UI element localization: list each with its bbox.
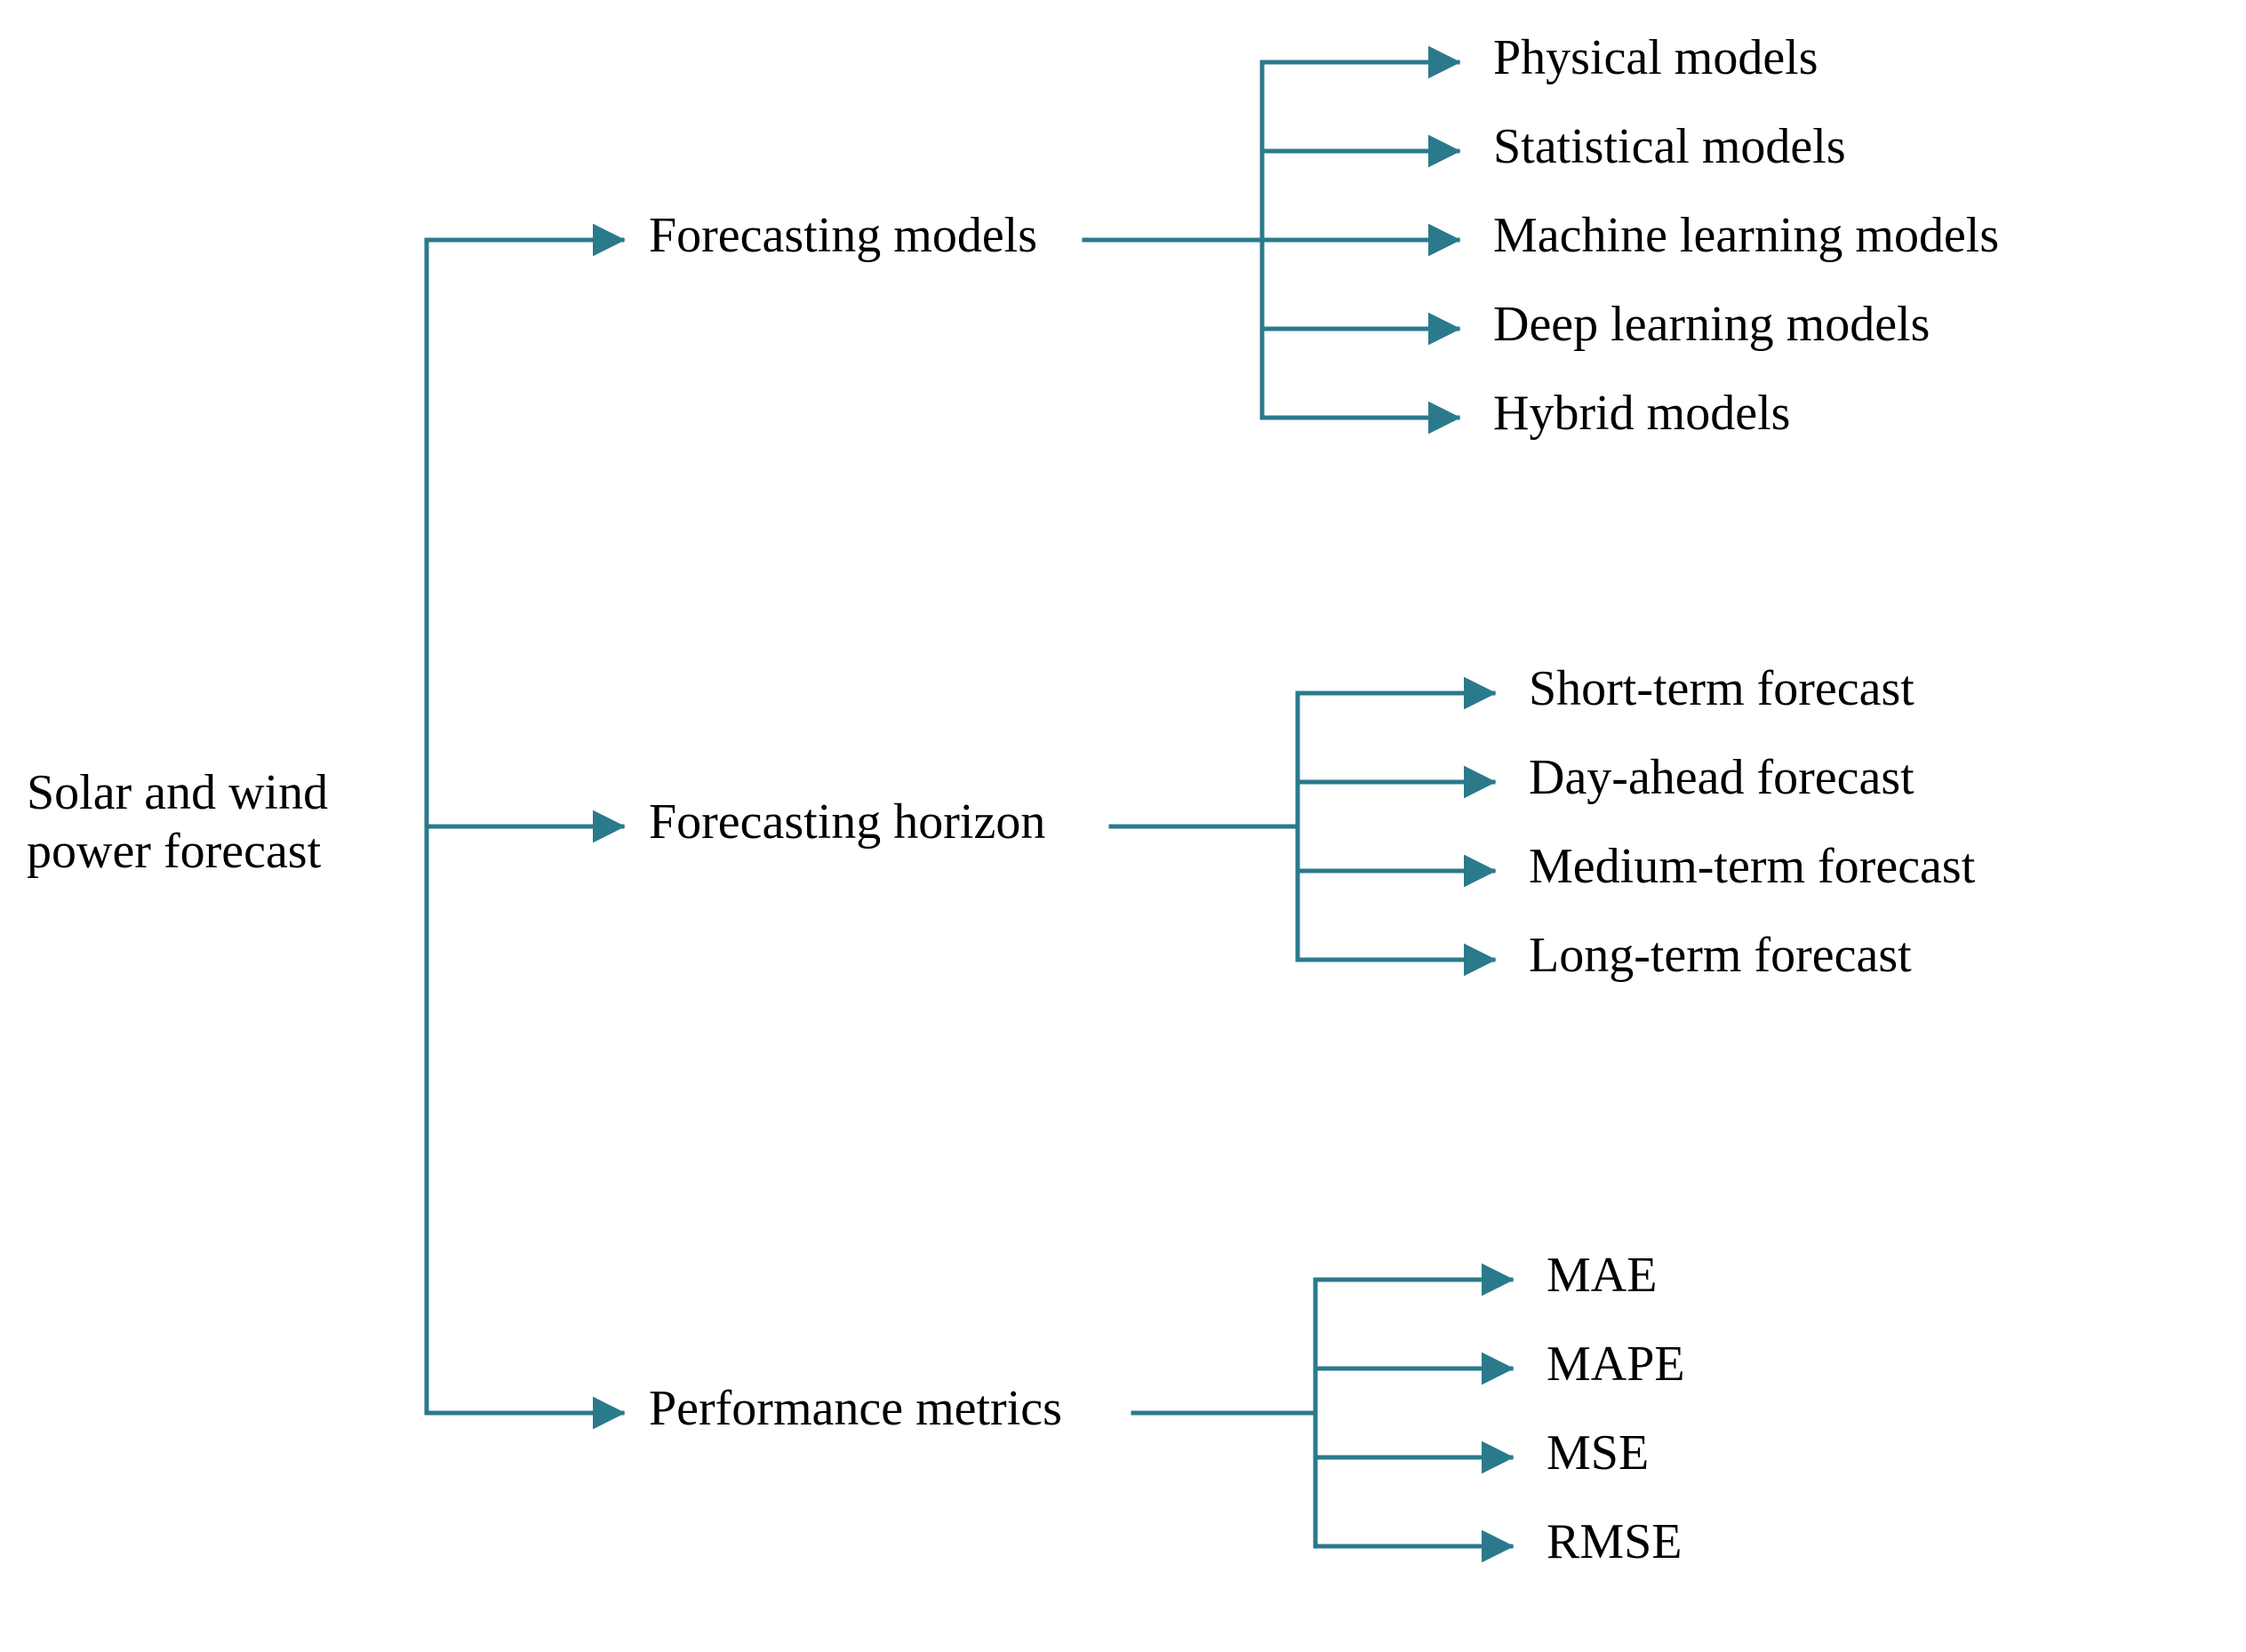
- root-label-line: power forecast: [27, 824, 322, 879]
- cat-metrics: Performance metrics: [649, 1381, 1062, 1436]
- cat-horizon: Forecasting horizon: [649, 794, 1045, 850]
- tree-diagram: Solar and windpower forecast Forecasting …: [0, 0, 2246, 1652]
- leaf-label: Deep learning models: [1493, 297, 1930, 352]
- leaf-label: MSE: [1547, 1425, 1649, 1480]
- leaf-label: MAPE: [1547, 1337, 1685, 1392]
- leaf-label: Day-ahead forecast: [1529, 750, 1914, 805]
- cat-models: Forecasting models: [649, 208, 1037, 263]
- leaf-label: Machine learning models: [1493, 208, 1999, 263]
- leaf-label: Statistical models: [1493, 119, 1846, 174]
- leaf-label: Hybrid models: [1493, 386, 1790, 441]
- root-node: Solar and windpower forecast: [27, 765, 328, 879]
- leaf-label: Long-term forecast: [1529, 928, 1912, 983]
- category-label: Performance metrics: [649, 1381, 1062, 1436]
- leaf-label: MAE: [1547, 1248, 1657, 1303]
- leaf-label: Medium-term forecast: [1529, 839, 1976, 894]
- category-label: Forecasting horizon: [649, 794, 1045, 850]
- leaf-label: RMSE: [1547, 1514, 1683, 1569]
- leaf-label: Short-term forecast: [1529, 661, 1914, 716]
- root-label-line: Solar and wind: [27, 765, 328, 820]
- category-label: Forecasting models: [649, 208, 1037, 263]
- leaf-label: Physical models: [1493, 30, 1818, 85]
